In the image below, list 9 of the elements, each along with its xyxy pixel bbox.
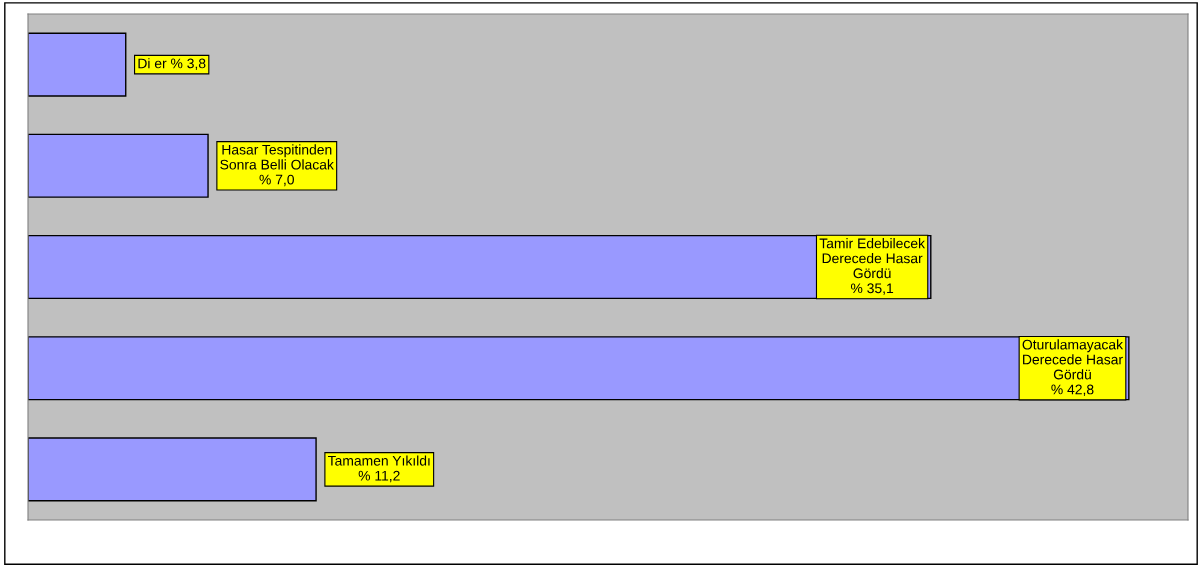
data-label: Hasar Tespitinden Sonra Belli Olacak % 7,0 (220, 144, 334, 187)
bar (28, 32, 127, 97)
bar (28, 336, 1130, 401)
data-label: Tamir Edebilecek Derecede Hasar Gördü % 35,1 (819, 238, 926, 295)
bar (28, 437, 317, 502)
data-label: Oturulamayacak Derecede Hasar Gördü % 42,8 (1022, 339, 1124, 397)
data-label: Di er % 3,8 (138, 58, 206, 70)
bar (28, 133, 209, 198)
data-label: Tamamen Yıkıldı % 11,2 (327, 455, 430, 483)
